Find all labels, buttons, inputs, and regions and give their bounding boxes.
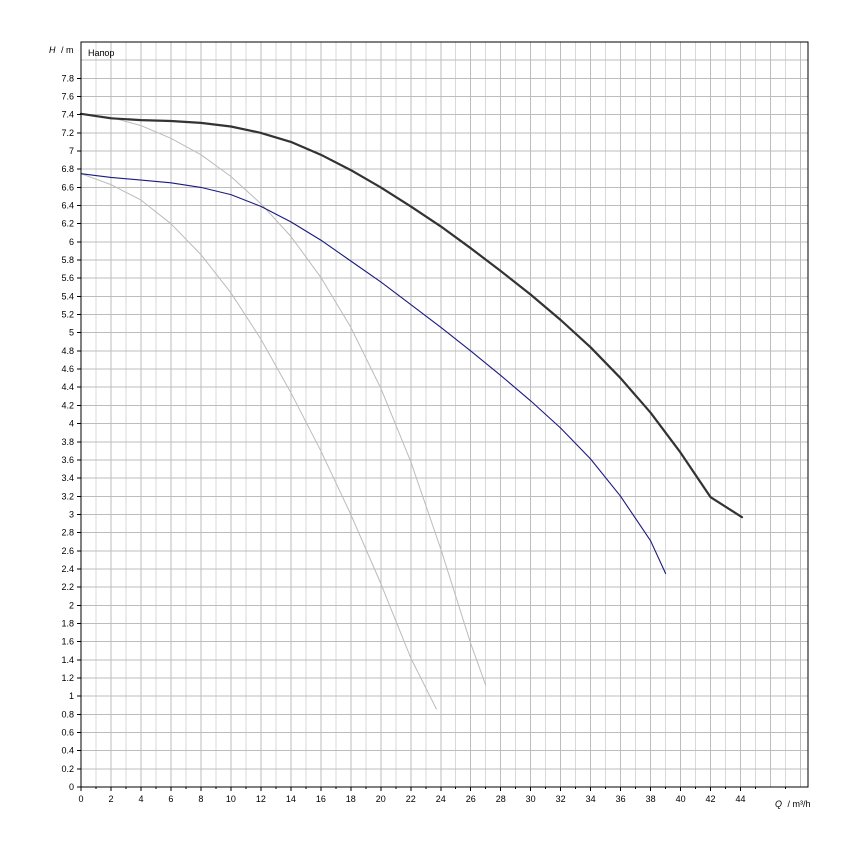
x-tick-label: 34	[586, 794, 596, 804]
y-tick-label: 0.6	[61, 727, 74, 737]
y-tick-label: 0	[69, 782, 74, 792]
x-axis-label: Q / m³/h	[775, 799, 811, 809]
series-layer	[79, 112, 744, 710]
x-tick-label: 16	[316, 794, 326, 804]
y-tick-label: 2.6	[61, 546, 74, 556]
x-tick-label: 24	[436, 794, 446, 804]
y-tick-label: 6	[69, 237, 74, 247]
x-tick-label: 10	[226, 794, 236, 804]
x-tick-label: 18	[346, 794, 356, 804]
series-line-4	[80, 173, 437, 710]
y-tick-label: 0.8	[61, 709, 74, 719]
y-tick-label: 2.4	[61, 564, 74, 574]
y-tick-label: 7.6	[61, 92, 74, 102]
x-axis-unit: / m³/h	[788, 799, 811, 809]
y-tick-label: 4.2	[61, 400, 74, 410]
y-tick-label: 4.6	[61, 364, 74, 374]
y-axis-symbol: H	[49, 45, 56, 55]
y-tick-label: 7.8	[61, 73, 74, 83]
x-tick-label: 42	[706, 794, 716, 804]
x-tick-label: 38	[646, 794, 656, 804]
grid-minor	[95, 42, 787, 787]
y-tick-label: 4.4	[61, 382, 74, 392]
x-tick-label: 22	[406, 794, 416, 804]
x-tick-label: 12	[256, 794, 266, 804]
y-tick-label: 5.6	[61, 273, 74, 283]
x-tick-label: 2	[108, 794, 113, 804]
y-tick-label: 2.8	[61, 528, 74, 538]
x-tick-label: 4	[138, 794, 143, 804]
y-tick-label: 7	[69, 146, 74, 156]
x-tick-label: 14	[286, 794, 296, 804]
y-tick-label: 1.2	[61, 673, 74, 683]
y-tick-label: 4.8	[61, 346, 74, 356]
y-tick-label: 0.4	[61, 746, 74, 756]
x-tick-label: 44	[736, 794, 746, 804]
y-tick-label: 6.2	[61, 219, 74, 229]
y-axis-ticks: 0 0.2 0.4 0.6 0.8 1 1.2 1.4 1.6 1.8 2 2.2 2.4 2.6 2.8 3…	[61, 73, 81, 792]
y-tick-label: 6.8	[61, 164, 74, 174]
x-axis-ticks: 0 2 4 6 8 10 12 14 16 18 20 22 24 26 28 30 32 34 36 38 40 42 4…	[78, 787, 787, 804]
y-tick-label: 2.2	[61, 582, 74, 592]
y-tick-label: 4	[69, 419, 74, 429]
y-tick-label: 3.6	[61, 455, 74, 465]
grid-major	[81, 42, 808, 787]
x-tick-label: 36	[616, 794, 626, 804]
x-tick-label: 8	[198, 794, 203, 804]
y-tick-label: 3.2	[61, 491, 74, 501]
y-tick-label: 0.2	[61, 764, 74, 774]
y-tick-label: 1.8	[61, 618, 74, 628]
y-tick-label: 1.6	[61, 637, 74, 647]
x-tick-label: 6	[168, 794, 173, 804]
y-tick-label: 5.4	[61, 291, 74, 301]
x-tick-label: 40	[676, 794, 686, 804]
series-line-2	[80, 173, 667, 575]
x-tick-label: 28	[496, 794, 506, 804]
x-axis-symbol: Q	[775, 799, 782, 809]
x-tick-label: 26	[466, 794, 476, 804]
y-tick-label: 3	[69, 509, 74, 519]
series-line-3	[80, 113, 487, 686]
plot-frame	[80, 41, 809, 788]
y-tick-label: 3.4	[61, 473, 74, 483]
x-tick-label: 30	[526, 794, 536, 804]
y-tick-label: 1	[69, 691, 74, 701]
x-tick-label: 20	[376, 794, 386, 804]
y-tick-label: 6.4	[61, 201, 74, 211]
y-axis-unit: / m	[61, 45, 74, 55]
x-tick-label: 0	[78, 794, 83, 804]
chart-title: Напор	[88, 48, 114, 58]
y-tick-label: 7.4	[61, 110, 74, 120]
y-axis-label: H / m	[49, 45, 74, 55]
y-tick-label: 5.8	[61, 255, 74, 265]
y-tick-label: 6.6	[61, 182, 74, 192]
x-tick-label: 32	[556, 794, 566, 804]
y-tick-label: 5	[69, 328, 74, 338]
y-tick-label: 5.2	[61, 310, 74, 320]
series-line-1	[79, 112, 744, 519]
y-tick-label: 1.4	[61, 655, 74, 665]
y-tick-label: 2	[69, 600, 74, 610]
y-tick-label: 7.2	[61, 128, 74, 138]
y-tick-label: 3.8	[61, 437, 74, 447]
